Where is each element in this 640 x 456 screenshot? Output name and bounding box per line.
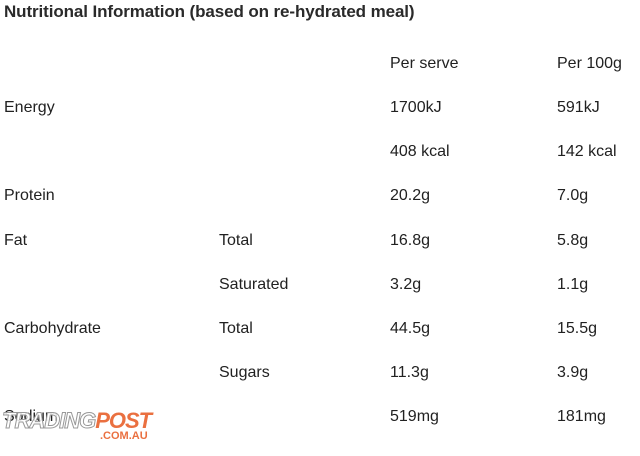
value-cell: 5.8g (557, 231, 589, 249)
value-cell: 11.3g (390, 364, 429, 382)
value-cell: 408 kcal (390, 143, 450, 161)
value-cell: 591kJ (557, 99, 600, 116)
value-cell: 1700kJ (390, 99, 442, 116)
value-cell: 15.5g (557, 320, 598, 337)
value-cell: 181mg (557, 408, 606, 426)
value-cell: 7.0g (557, 187, 589, 205)
watermark: TRADINGPOST .COM.AU (1, 408, 152, 443)
title: Nutritional Information (based on re-hyd… (4, 2, 415, 21)
value-cell: 519mg (390, 408, 439, 426)
column-header: Per 100g (557, 55, 622, 72)
value-cell: 44.5g (390, 320, 431, 337)
value-cell: 3.2g (390, 275, 422, 293)
row-sublabel: Sugars (219, 364, 270, 382)
row-label: Sodium (4, 408, 59, 426)
row-sublabel: Saturated (219, 275, 289, 293)
watermark-domain: .COM.AU (100, 430, 148, 442)
row-label: Fat (4, 231, 28, 249)
watermark-trading: TRADING (1, 408, 96, 434)
row-label: Carbohydrate (4, 320, 101, 337)
row-sublabel: Total (219, 231, 253, 249)
watermark-post: POST (95, 408, 152, 433)
row-label: Energy (4, 99, 55, 116)
value-cell: 142 kcal (557, 143, 617, 161)
value-cell: 20.2g (390, 187, 431, 205)
row-sublabel: Total (219, 320, 253, 337)
value-cell: 1.1g (557, 275, 589, 293)
column-header: Per serve (390, 55, 459, 72)
row-label: Protein (4, 187, 55, 205)
value-cell: 3.9g (557, 364, 589, 382)
value-cell: 16.8g (390, 231, 431, 249)
